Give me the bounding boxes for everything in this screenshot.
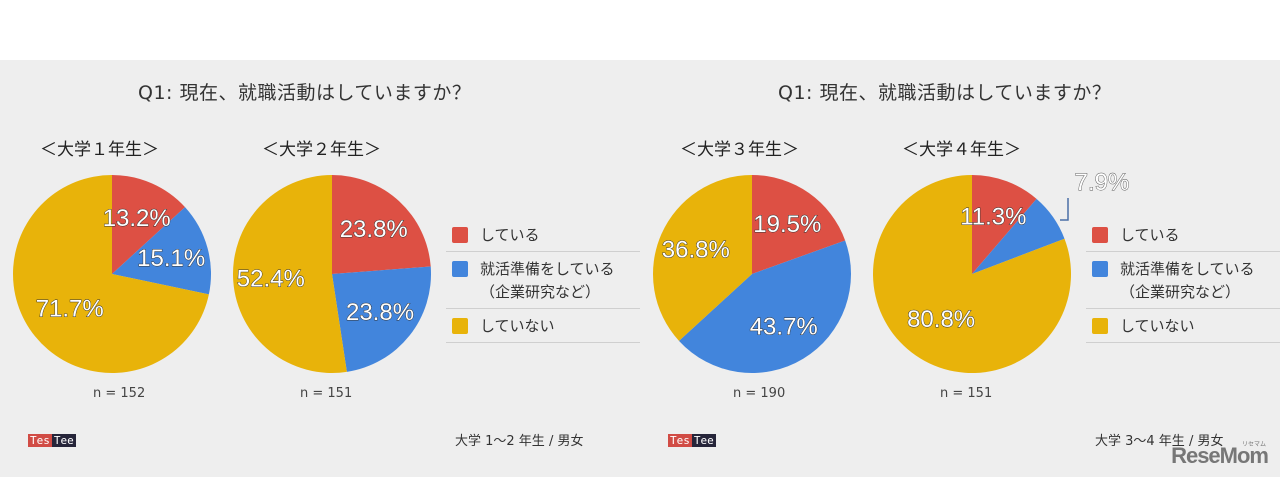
legend-item-not-doing: していない [446,309,640,343]
slice-label: 71.7% [36,295,104,322]
pie-slice [873,175,1071,373]
pie-chart-year3: 19.5% 43.7% 36.8% [652,174,852,374]
sample-size-year2: n = 151 [300,386,353,401]
pie-slice [653,175,752,341]
slice-label: 11.3% [960,203,1026,230]
pie-slice [972,198,1065,274]
sample-size-year3: n = 190 [733,386,786,401]
chart-title: Q1: 現在、就職活動はしていますか？ [138,82,472,104]
pie-slice [752,175,846,274]
pie-slice [332,266,431,372]
footnote: 大学 1〜2 年生 / 男女 [455,434,584,449]
pie-slice [678,240,851,374]
leader-line [1060,198,1069,221]
subtitle-year3: ＜大学３年生＞ [680,140,799,160]
slice-label: 19.5% [753,211,821,238]
legend-item-doing: している [446,218,640,252]
slice-label: 23.8% [346,299,414,326]
resemom-watermark: リセマム ReseMom [1171,442,1269,468]
swatch-red [452,227,468,243]
pie-slice [972,175,1037,274]
swatch-yellow [452,318,468,334]
legend-item-doing: している [1086,218,1280,252]
subtitle-year1: ＜大学１年生＞ [40,140,159,160]
footnote: 大学 3〜4 年生 / 男女 [1095,434,1224,449]
testee-logo: Tes Tee [668,434,716,447]
legend-item-not-doing: していない [1086,309,1280,343]
chart-panel: Q1: 現在、就職活動はしていますか？ ＜大学１年生＞ 13.2% 15.1% 71… [0,60,1280,477]
slice-label: 80.8% [907,306,975,333]
legend-item-preparing: 就活準備をしている （企業研究など） [446,252,640,309]
slice-label: 15.1% [137,245,205,272]
chart-group-year1-2: Q1: 現在、就職活動はしていますか？ ＜大学１年生＞ 13.2% 15.1% 71… [0,60,640,477]
legend: している 就活準備をしている （企業研究など） していない [1086,218,1280,343]
chart-group-year3-4: Q1: 現在、就職活動はしていますか？ ＜大学３年生＞ 19.5% 43.7% 36… [640,60,1280,477]
pie-chart-year1: 13.2% 15.1% 71.7% [12,174,212,374]
sample-size-year4: n = 151 [940,386,993,401]
swatch-blue [1092,261,1108,277]
swatch-red [1092,227,1108,243]
testee-logo: Tes Tee [28,434,76,447]
slice-label: 52.4% [237,266,305,293]
pie-slice [233,175,347,373]
pie-chart-year2: 23.8% 23.8% 52.4% [232,174,432,374]
swatch-blue [452,261,468,277]
chart-title: Q1: 現在、就職活動はしていますか？ [778,82,1112,104]
pie-chart-year4: 11.3% 7.9% 80.8% [872,169,1130,374]
subtitle-year2: ＜大学２年生＞ [262,140,381,160]
swatch-yellow [1092,318,1108,334]
slice-label: 23.8% [340,216,408,243]
pie-slice [13,175,209,373]
slice-label: 7.9% [1075,169,1130,196]
pie-slice [112,207,212,295]
slice-label: 36.8% [662,236,730,263]
legend: している 就活準備をしている （企業研究など） していない [446,218,640,343]
pie-slice [112,175,186,274]
subtitle-year4: ＜大学４年生＞ [902,140,1021,160]
legend-item-preparing: 就活準備をしている （企業研究など） [1086,252,1280,309]
sample-size-year1: n = 152 [93,386,146,401]
slice-label: 13.2% [103,205,171,232]
slice-label: 43.7% [750,314,818,341]
pie-slice [332,175,431,274]
